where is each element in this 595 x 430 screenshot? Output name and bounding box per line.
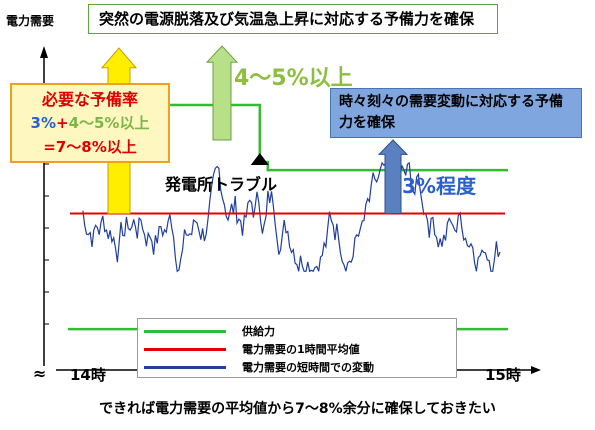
axis-break-mark: ≈ (33, 364, 47, 383)
top-callout: 突然の電源脱落及び気温急上昇に対応する予備力を確保 (88, 4, 498, 34)
x-tick-15: 15時 (485, 366, 521, 384)
x-axis-arrowhead (531, 366, 541, 374)
reserve-title: 必要な予備率 (41, 90, 138, 109)
plant-trouble-label: 発電所トラブル (165, 175, 278, 194)
fluctuation-series (82, 161, 501, 273)
arrow-blue-margin (377, 139, 409, 214)
legend-item-fluctuation: 電力需要の短時間での変動 (144, 359, 374, 375)
legend-item-supply: 供給力 (144, 323, 275, 339)
legend-item-average: 電力需要の1時間平均値 (144, 341, 360, 357)
fluctuation-line (82, 161, 501, 273)
y-axis-label: 電力需要 (6, 14, 55, 28)
y-axis-arrowhead (40, 46, 48, 58)
reserve-3pct: 3% (30, 114, 56, 132)
legend: 供給力 電力需要の1時間平均値 電力需要の短時間での変動 (137, 318, 457, 378)
legend-label-average: 電力需要の1時間平均値 (242, 343, 360, 356)
required-reserve-box: 必要な予備率 3%+4～5%以上 =7～8%以上 (10, 83, 170, 163)
legend-swatch-fluctuation (144, 365, 226, 369)
blue-margin-label: 3%程度 (402, 174, 476, 198)
reserve-4-5pct: 4～5%以上 (68, 114, 150, 132)
blue-callout: 時々刻々の需要変動に対応する予備力を確保 (330, 88, 582, 138)
green-margin-label: 4～5%以上 (234, 66, 353, 91)
x-tick-14: 14時 (70, 366, 106, 384)
trouble-marker-triangle (250, 153, 269, 165)
legend-label-supply: 供給力 (242, 325, 275, 338)
legend-label-fluctuation: 電力需要の短時間での変動 (242, 361, 374, 374)
bottom-caption: できれば電力需要の平均値から7～8%余分に確保しておきたい (99, 401, 496, 417)
reserve-line-2: 3%+4～5%以上 (12, 111, 168, 135)
reserve-total: =7～8%以上 (43, 138, 137, 156)
legend-swatch-average (144, 347, 226, 351)
arrow-green-margin (205, 45, 239, 141)
legend-swatch-supply (144, 329, 226, 333)
reserve-plus: + (55, 114, 69, 132)
